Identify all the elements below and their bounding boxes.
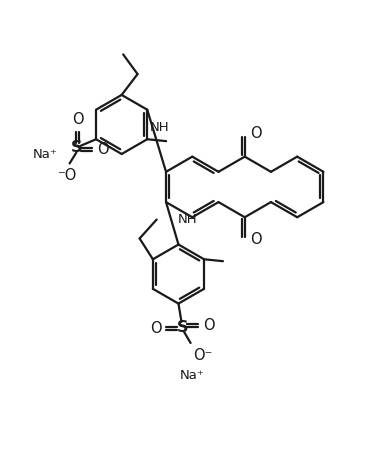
Text: O: O: [250, 232, 261, 248]
Text: S: S: [176, 319, 188, 335]
Text: O: O: [97, 142, 108, 157]
Text: ⁻O: ⁻O: [57, 168, 76, 183]
Text: O: O: [72, 112, 84, 127]
Text: NH: NH: [150, 121, 169, 134]
Text: S: S: [71, 140, 82, 155]
Text: NH: NH: [178, 213, 197, 226]
Text: O: O: [150, 321, 162, 336]
Text: O: O: [250, 126, 261, 142]
Text: Na⁺: Na⁺: [179, 369, 204, 382]
Text: O: O: [203, 318, 214, 333]
Text: O⁻: O⁻: [194, 348, 213, 363]
Text: Na⁺: Na⁺: [33, 148, 58, 161]
